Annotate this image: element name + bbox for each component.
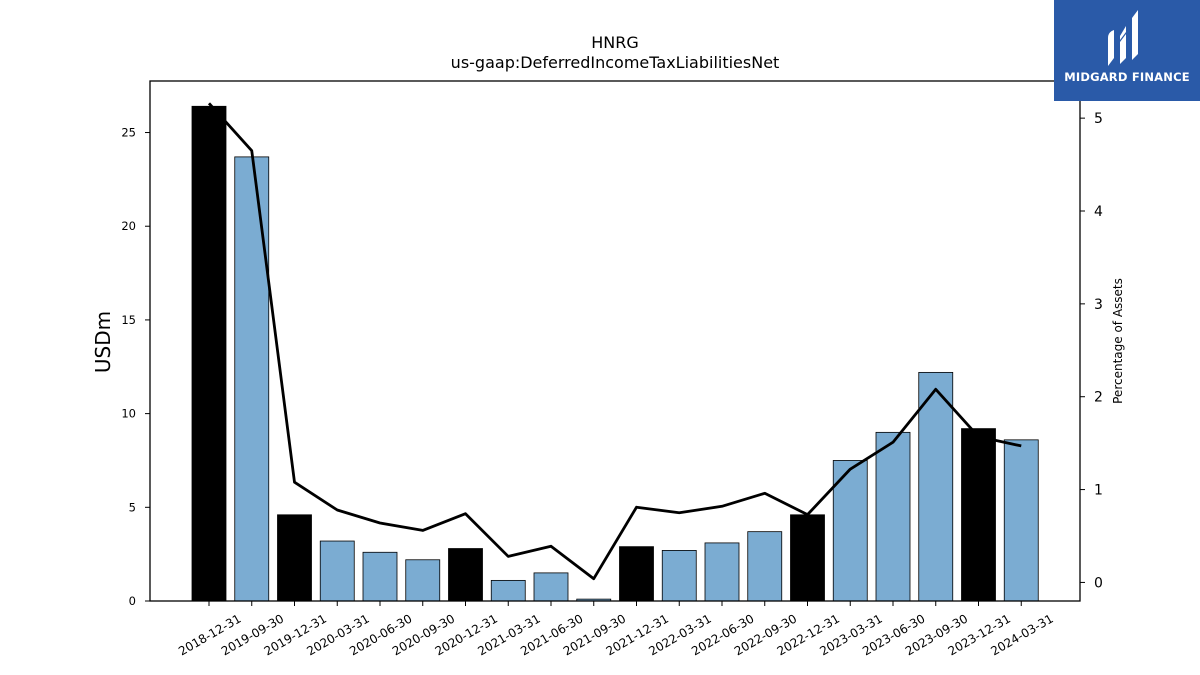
y-tick-label: 5: [129, 500, 136, 514]
logo-text: MIDGARD FINANCE: [1064, 70, 1190, 84]
midgard-logo-icon: [1108, 10, 1138, 66]
bar-2022-12-31: [790, 514, 825, 602]
y2-tick-label: 0: [1094, 575, 1103, 591]
y-tick-label: 25: [121, 126, 136, 140]
bar-2023-03-31: [832, 460, 868, 602]
bar-2018-12-31: [191, 105, 227, 602]
y2-tick-label: 3: [1094, 297, 1103, 313]
line-group: [207, 102, 1022, 581]
bars-group: [191, 105, 1039, 602]
bar-2023-12-31: [961, 428, 996, 602]
y-tick-label: 0: [129, 594, 136, 608]
bar-2020-09-30: [405, 559, 441, 602]
bar-2022-09-30: [747, 531, 783, 602]
bar-2021-06-30: [533, 572, 569, 602]
bar-2020-03-31: [319, 540, 355, 602]
y2-tick-label: 4: [1094, 204, 1103, 220]
logo-badge: MIDGARD FINANCE: [1054, 0, 1200, 101]
y-tick-label: 20: [121, 219, 136, 233]
bar-2024-03-31: [1003, 439, 1039, 602]
y-axis-label: USDm: [91, 311, 115, 373]
plot-frame: [149, 80, 1081, 602]
y-tick-label: 15: [121, 313, 136, 327]
bar-2020-12-31: [448, 548, 483, 602]
bar-2022-03-31: [661, 550, 697, 602]
y2-tick-label: 5: [1094, 111, 1103, 127]
bar-2019-12-31: [277, 514, 312, 602]
bar-2019-09-30: [234, 156, 270, 602]
y2-tick-label: 1: [1094, 483, 1103, 499]
y2-axis-label: Percentage of Assets: [1111, 278, 1125, 404]
bar-2020-06-30: [362, 551, 398, 602]
y-tick-label: 10: [121, 407, 136, 421]
chart-title: HNRG: [591, 33, 639, 52]
chart-subtitle: us-gaap:DeferredIncomeTaxLiabilitiesNet: [451, 53, 780, 72]
line-series: [207, 102, 1022, 581]
y2-tick-label: 2: [1094, 390, 1103, 406]
bar-2021-03-31: [490, 579, 526, 602]
bar-2022-06-30: [704, 542, 740, 602]
bar-2023-09-30: [918, 371, 954, 602]
bar-2023-06-30: [875, 431, 911, 602]
bar-2021-12-31: [619, 546, 654, 602]
